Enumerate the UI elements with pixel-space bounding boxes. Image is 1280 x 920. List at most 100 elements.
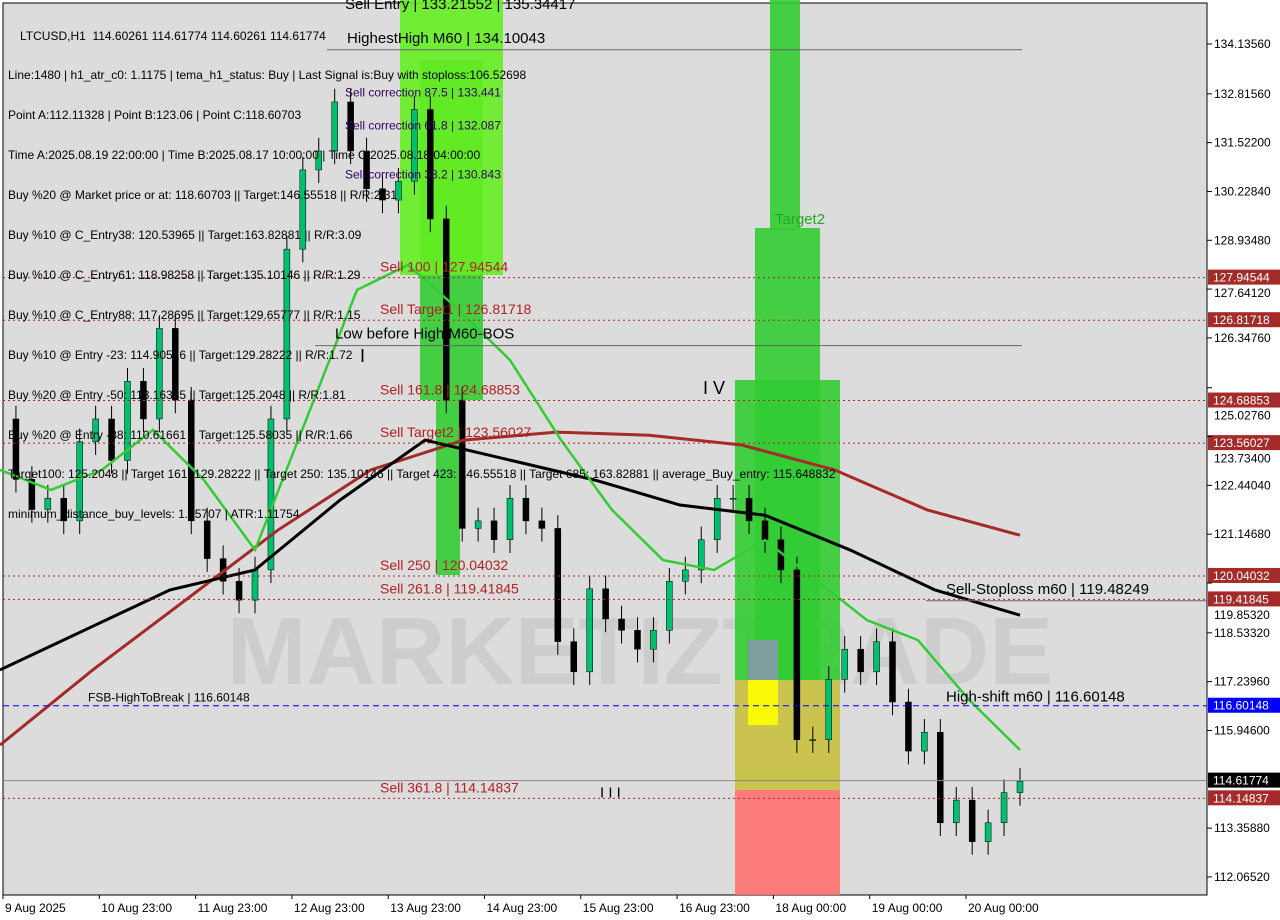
plot-area [2,2,1208,896]
info-line: Time A:2025.08.19 22:00:00 | Time B:2025… [8,148,481,163]
candle-body [618,618,625,631]
y-tick-label: 119.85320 [1214,608,1270,622]
ma-darkred-line [0,430,1021,747]
info-line: Target100: 125.2048 || Target 161: 129.2… [8,467,836,482]
candle-body [156,328,163,420]
signal-zone [436,400,460,575]
candle-body [12,418,20,480]
x-tick-label: 20 Aug 00:00 [968,901,1039,915]
current-price-tag [1208,772,1280,788]
price-tag-label: 114.14837 [1213,791,1269,805]
candle-body [713,497,721,540]
chart-annotation: Sell correction 61.8 | 132.087 [345,119,501,133]
chart-annotation: Sell correction 87.5 | 133.441 [345,86,501,100]
price-tag-label: 124.68853 [1213,394,1270,408]
price-tag [1208,697,1280,713]
signal-zone [735,380,840,680]
y-tick-label: 115.94600 [1214,723,1270,737]
candle-body [953,799,960,824]
candle-body [315,150,322,171]
candle-body [188,399,195,522]
x-tick-label: 13 Aug 23:00 [390,901,461,915]
candle-body [793,569,801,741]
x-tick-label: 15 Aug 23:00 [583,901,654,915]
candle-body [602,588,609,620]
x-tick-label: 12 Aug 23:00 [294,901,365,915]
y-tick-label: 131.52200 [1214,136,1271,150]
info-line: Point A:112.11328 | Point B:123.06 | Poi… [8,108,302,123]
candle-body [331,101,338,152]
signal-zone [748,640,778,680]
info-line: Buy %20 @ Market price or at: 118.60703 … [8,188,398,203]
price-tag-label: 116.60148 [1213,699,1269,713]
ma-black-line [0,438,1021,672]
price-tag-label: 123.56027 [1213,436,1270,450]
candle-body [873,641,880,673]
y-tick-label: 122.44040 [1214,478,1271,492]
candle-body [76,441,83,522]
candle-body [235,581,243,601]
candle-body [570,641,577,673]
candle-body [841,648,848,680]
price-level-label: Sell 361.8 | 114.14837 [380,779,519,795]
info-line: minimum_distance_buy_levels: 1.55707 | A… [8,507,300,522]
candle-body [411,109,418,182]
price-tag [1208,312,1280,328]
candle-body [44,497,52,510]
y-tick-label: 130.22840 [1214,184,1271,198]
candle-body [538,520,546,529]
y-tick-label: 121.14680 [1214,527,1271,541]
ma-green-line [0,263,1021,751]
candle-body [857,648,864,673]
info-line: Buy %10 @ C_Entry88: 117.28695 || Target… [8,307,361,322]
info-line: Buy %20 @ Entry -88: 110.61661 || Target… [8,427,353,442]
y-tick-label: 125.02760 [1214,409,1271,423]
candle-body [427,109,434,220]
price-level-label: Sell 161.8 | 124.68853 [380,382,520,398]
candle-body [267,418,275,571]
candle-body [379,188,386,201]
price-tag-label: 126.81718 [1213,313,1270,327]
y-tick-label: 134.13560 [1214,37,1271,51]
candle-body [28,479,36,510]
candle-body [363,150,370,190]
candle-body [809,739,817,742]
price-level-label: Sell 250 | 120.04032 [380,557,508,573]
candle-body [1016,781,1024,793]
price-level-label: FSB-HighToBreak | 116.60148 [88,691,250,705]
candle-body [522,497,530,522]
price-tag [1208,392,1280,408]
candle-body [729,497,737,500]
price-level-label: Sell Target1 | 126.81718 [380,301,531,317]
candle-body [554,528,562,642]
price-tag [1208,269,1280,285]
chart-annotation: Low before High M60-BOS [335,326,514,343]
candle-body [458,399,466,529]
chart-annotation: I V [703,378,725,398]
candle-body [650,630,657,650]
y-tick-label: 123.73400 [1214,452,1271,466]
price-tag [1208,591,1280,607]
candle-body [698,539,705,571]
candle-body [203,520,211,559]
info-line: Buy %20 @ Entry -50: 113.16335 || Target… [8,387,346,402]
candle-body [586,588,593,673]
chart-annotation: Sell correction 38.2 | 130.843 [345,168,501,182]
price-tag-label: 120.04032 [1213,569,1270,583]
signal-zone [770,0,800,230]
info-line: Buy %10 @ Entry -23: 114.90516 || Target… [8,347,353,362]
price-level-label: Sell 100 | 127.94544 [380,259,508,275]
x-tick-label: 18 Aug 00:00 [775,901,846,915]
price-tag [1208,567,1280,583]
candle-body [347,101,354,152]
y-tick-label: 126.34760 [1214,331,1271,345]
chart-annotation: High-shift m60 | 116.60148 [946,688,1125,705]
candle-body [968,799,976,842]
chart-annotation: Target2 [775,211,825,228]
x-tick-label: 10 Aug 23:00 [101,901,172,915]
candle-body [921,731,928,752]
x-tick-label: 16 Aug 23:00 [679,901,750,915]
y-tick-label: 117.23960 [1214,675,1270,689]
y-tick-label: 118.53320 [1214,626,1270,640]
